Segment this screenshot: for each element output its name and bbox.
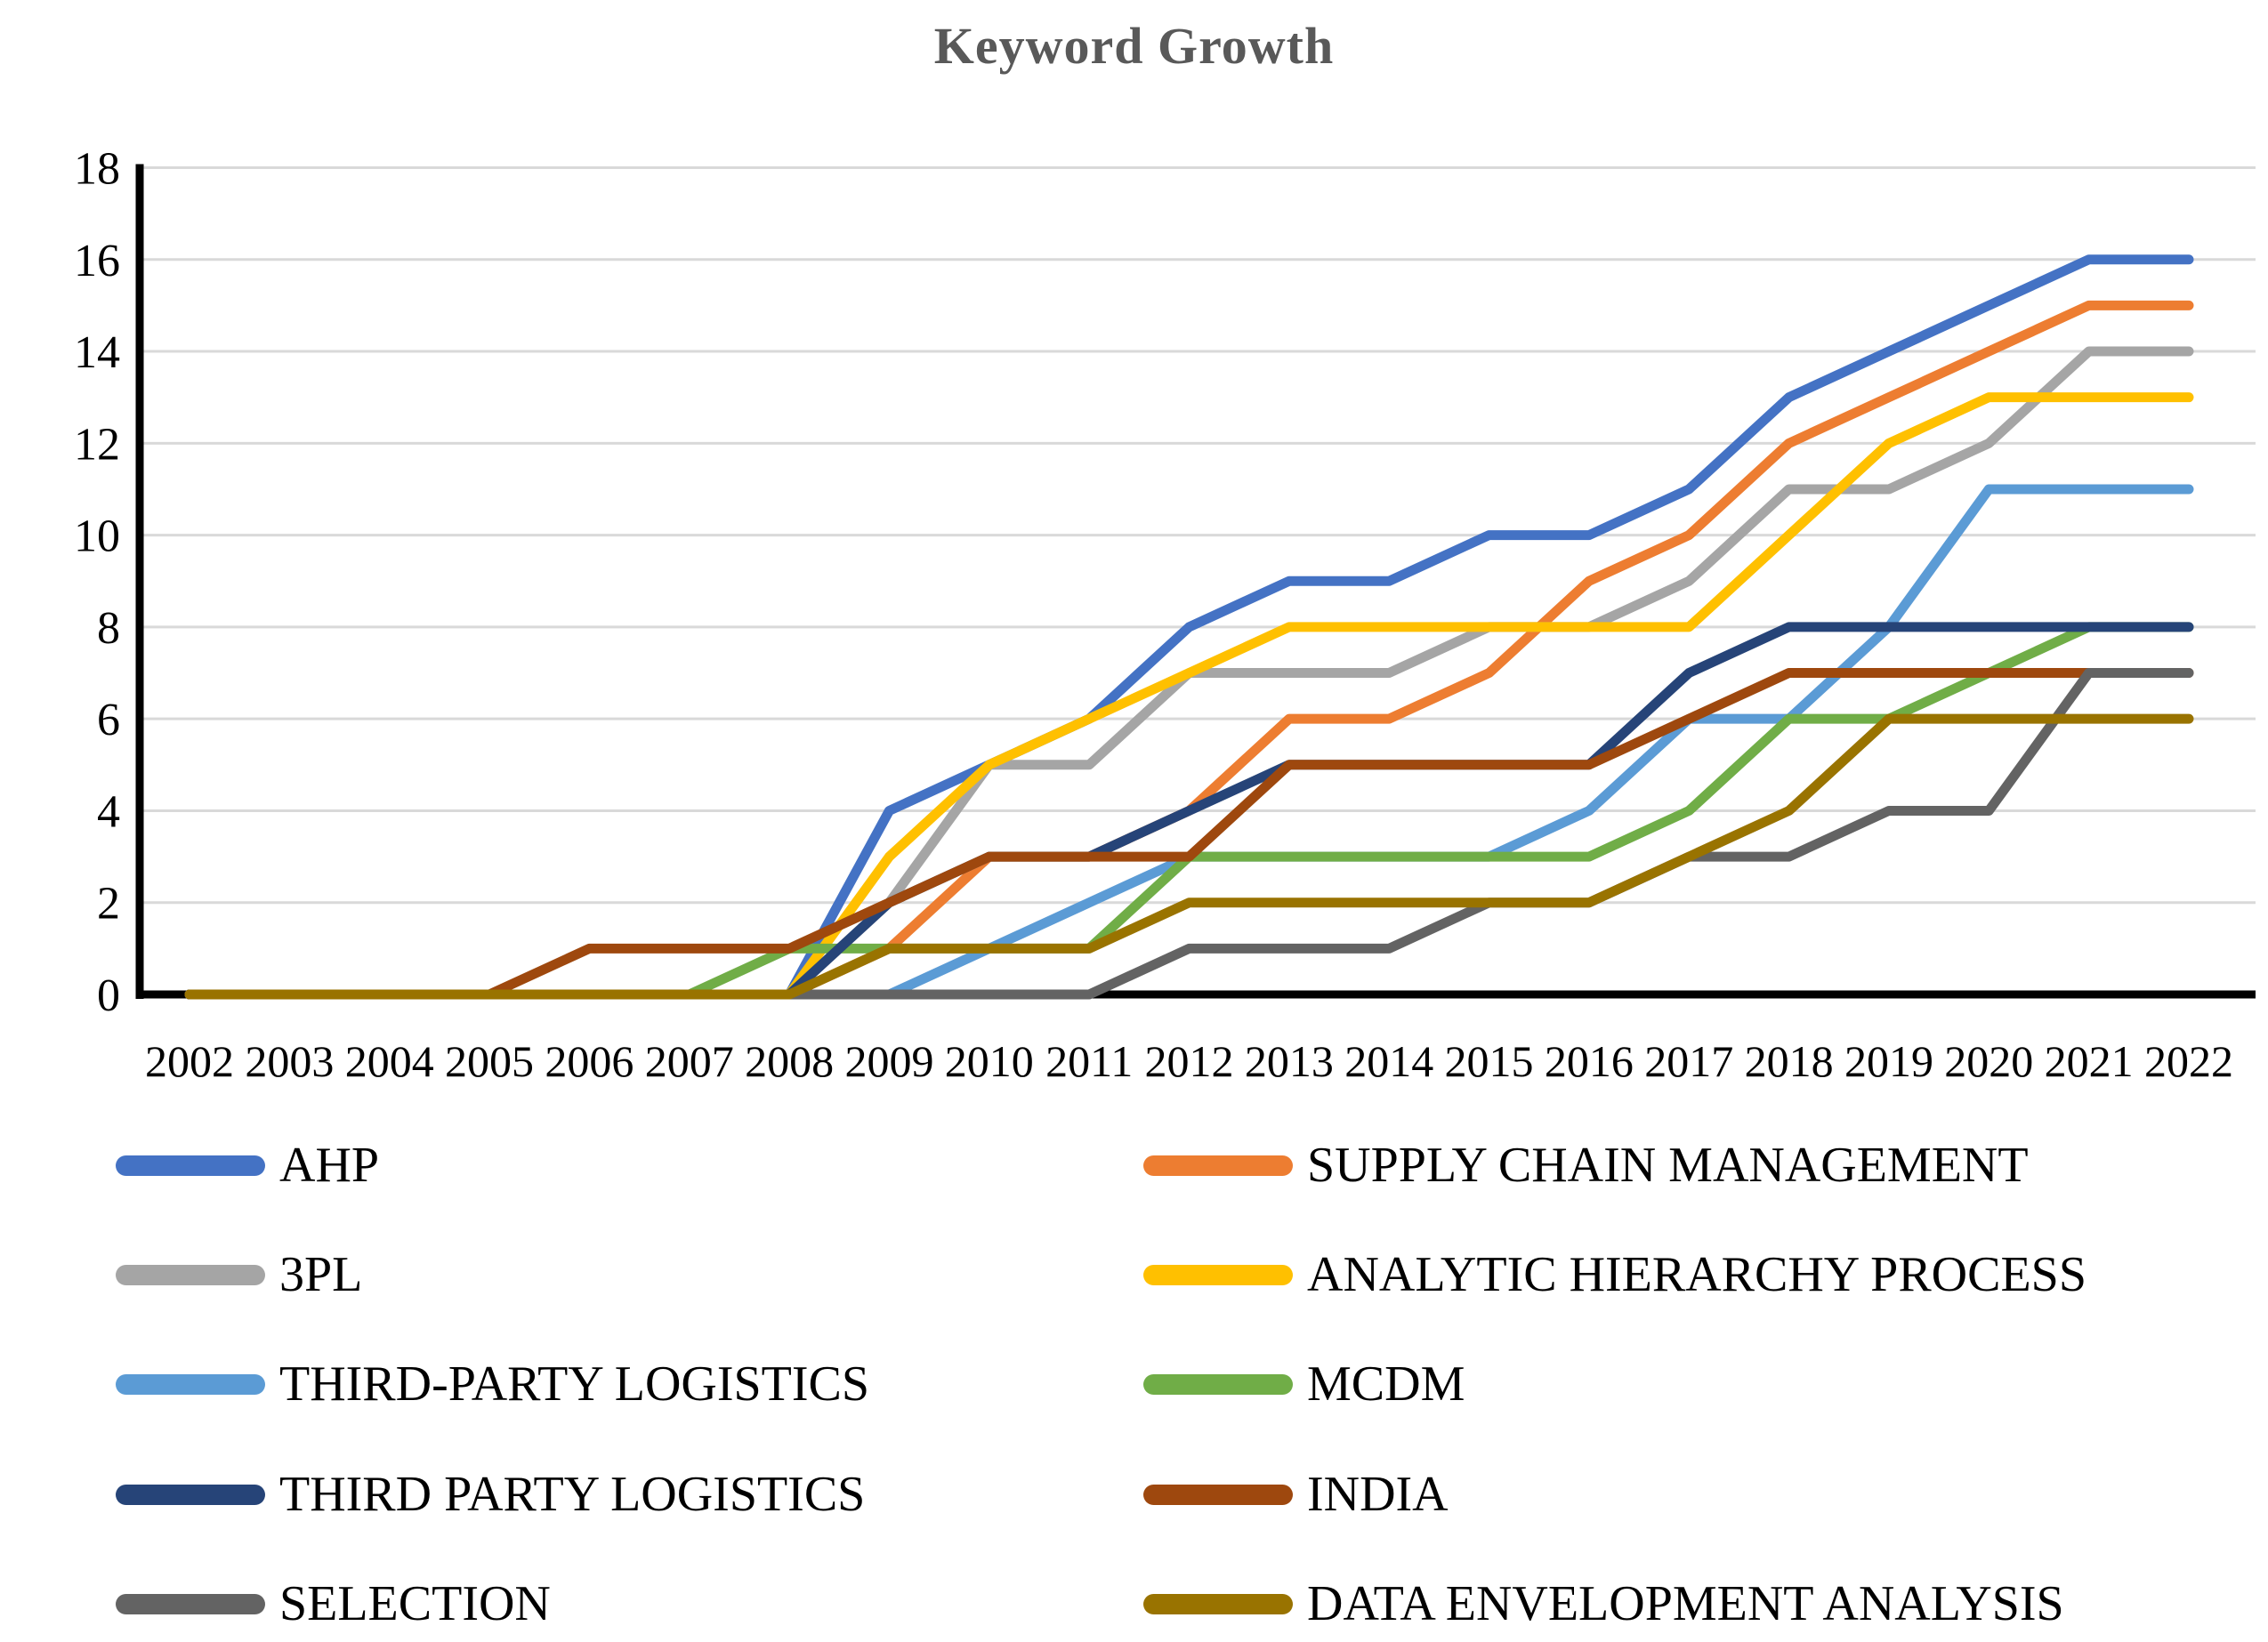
y-axis-tick-label: 16	[74, 236, 120, 286]
x-axis-tick-label: 2017	[1644, 1036, 1733, 1086]
legend-swatch-icon	[1143, 1593, 1293, 1614]
x-axis-tick-label: 2019	[1844, 1036, 1933, 1086]
x-axis-tick-label: 2002	[145, 1036, 234, 1086]
legend-swatch-icon	[1143, 1155, 1293, 1176]
legend-item-label: ANALYTIC HIERARCHY PROCESS	[1307, 1247, 2086, 1302]
x-axis-tick-label: 2006	[545, 1036, 634, 1086]
x-axis-tick-label: 2021	[2045, 1036, 2134, 1086]
y-axis-tick-label: 4	[97, 786, 120, 837]
x-axis-tick-label: 2010	[945, 1036, 1034, 1086]
series-line-india	[184, 668, 2194, 1000]
x-axis-tick-label: 2016	[1545, 1036, 1634, 1086]
x-axis-tick-label: 2003	[245, 1036, 334, 1086]
x-axis-tick-label: 2020	[1944, 1036, 2033, 1086]
y-axis-tick-label: 8	[97, 603, 120, 654]
legend-swatch-icon	[1143, 1264, 1293, 1285]
legend-item: THIRD PARTY LOGISTICS	[116, 1466, 865, 1523]
legend-item-label: THIRD PARTY LOGISTICS	[279, 1467, 866, 1522]
x-axis-tick-label: 2007	[645, 1036, 734, 1086]
legend-item-label: DATA ENVELOPMENT ANALYSIS	[1307, 1576, 2064, 1631]
legend-item: ANALYTIC HIERARCHY PROCESS	[1143, 1246, 2086, 1303]
x-axis-tick-label: 2004	[345, 1036, 434, 1086]
x-axis-tick-label: 2009	[844, 1036, 933, 1086]
legend-item-label: MCDM	[1307, 1356, 1465, 1412]
legend-item: 3PL	[116, 1246, 362, 1303]
y-axis-tick-label: 18	[74, 143, 120, 194]
series-line-data-envelopment-analysis	[184, 713, 2194, 1000]
legend-swatch-icon	[116, 1373, 265, 1395]
x-axis-tick-label: 2008	[745, 1036, 834, 1086]
legend-item-label: THIRD-PARTY LOGISTICS	[279, 1356, 869, 1412]
legend-item: AHP	[116, 1137, 379, 1194]
x-axis-tick-label: 2005	[445, 1036, 534, 1086]
x-axis-tick-label: 2012	[1145, 1036, 1234, 1086]
legend-item: DATA ENVELOPMENT ANALYSIS	[1143, 1575, 2064, 1632]
legend-item-label: INDIA	[1307, 1467, 1449, 1522]
legend-item: INDIA	[1143, 1466, 1449, 1523]
legend-swatch-icon	[116, 1484, 265, 1505]
x-axis-tick-label: 2015	[1445, 1036, 1534, 1086]
y-axis-tick-label: 12	[74, 419, 120, 470]
x-axis-tick-label: 2011	[1045, 1036, 1133, 1086]
x-axis-tick-label: 2014	[1344, 1036, 1433, 1086]
legend-item: SUPPLY CHAIN MANAGEMENT	[1143, 1137, 2029, 1194]
legend-item-label: AHP	[279, 1138, 380, 1193]
legend-item-label: 3PL	[279, 1247, 363, 1302]
legend-swatch-icon	[116, 1264, 265, 1285]
y-axis-tick-label: 14	[74, 327, 120, 378]
y-axis-tick-label: 0	[97, 970, 120, 1021]
x-axis-tick-label: 2022	[2144, 1036, 2233, 1086]
legend-swatch-icon	[1143, 1484, 1293, 1505]
legend-item: THIRD-PARTY LOGISTICS	[116, 1356, 869, 1413]
x-axis-tick-label: 2013	[1245, 1036, 1334, 1086]
legend-item-label: SELECTION	[279, 1576, 551, 1631]
legend-swatch-icon	[116, 1593, 265, 1614]
legend-swatch-icon	[1143, 1373, 1293, 1395]
y-axis-tick-label: 10	[74, 511, 120, 562]
legend-item: MCDM	[1143, 1356, 1465, 1413]
y-axis-tick-label: 2	[97, 879, 120, 930]
legend-swatch-icon	[116, 1155, 265, 1176]
legend-item: SELECTION	[116, 1575, 551, 1632]
chart-title: Keyword Growth	[933, 17, 1335, 75]
y-axis-tick-label: 6	[97, 695, 120, 745]
legend-item-label: SUPPLY CHAIN MANAGEMENT	[1307, 1138, 2029, 1193]
x-axis-tick-label: 2018	[1745, 1036, 1834, 1086]
